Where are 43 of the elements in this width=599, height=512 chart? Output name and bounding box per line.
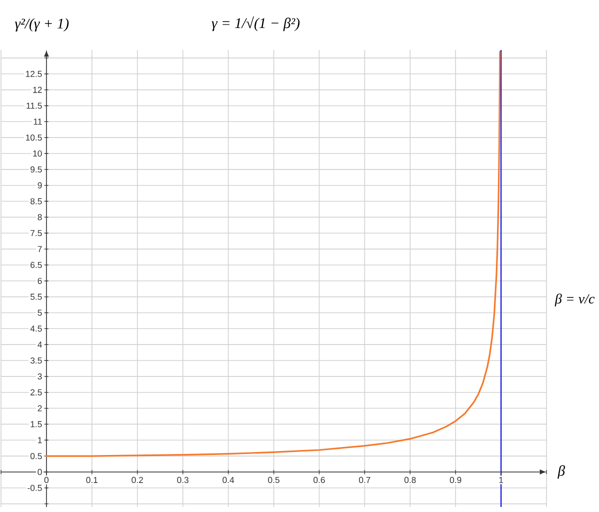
y-tick-label: 0	[38, 468, 42, 476]
y-tick-label: 5.5	[30, 294, 42, 300]
text: β = v/c	[554, 294, 595, 306]
y-tick-label: 9	[38, 182, 42, 188]
y-tick-label: 12	[33, 86, 42, 93]
x-tick-label: 0.1	[86, 476, 98, 484]
y-tick-label: 3	[38, 373, 42, 380]
x-tick-label: 0.4	[222, 476, 234, 484]
y-tick-label: 1	[38, 437, 42, 444]
x-tick-label: 0.5	[268, 476, 280, 484]
y-tick-label: 2.5	[30, 389, 42, 396]
y-tick-label: 1.5	[30, 421, 42, 428]
y-tick-label: 11.5	[26, 102, 42, 109]
y-tick-label: 5	[38, 310, 42, 316]
x-axis-title: β	[558, 465, 566, 479]
chart-title: γ = 1/√(1 − β²)	[212, 16, 300, 32]
y-tick-label: 7.5	[30, 230, 42, 236]
y-tick-label: 3.5	[30, 357, 42, 364]
y-tick-label: 12.5	[26, 70, 42, 77]
x-tick-label: 0	[44, 476, 49, 484]
y-tick-label: -0.5	[28, 484, 42, 491]
y-tick-label: 9.5	[30, 166, 42, 172]
y-tick-label: 7	[38, 246, 42, 252]
y-tick-label: 4	[38, 342, 42, 348]
y-tick-label: 10	[33, 150, 42, 157]
y-tick-label: 4.5	[30, 326, 42, 332]
x-tick-label: 0.2	[132, 476, 143, 484]
x-tick-label: 1	[499, 476, 504, 483]
x-tick-label: 0.3	[177, 476, 188, 484]
y-tick-label: 6	[38, 278, 42, 284]
y-tick-label: 10.5	[26, 134, 42, 141]
y-tick-label: 0.5	[30, 452, 42, 460]
line-series	[46, 50, 501, 457]
y-tick-label: 2	[38, 405, 42, 412]
y-tick-label: 11	[34, 118, 42, 125]
y-tick-label: 8.5	[30, 198, 42, 204]
y-tick-label: 6.5	[30, 262, 42, 268]
y-axis-title: γ²/(γ + 1)	[15, 18, 69, 32]
x-tick-label: 0.9	[450, 476, 462, 484]
x-tick-label: 0.8	[404, 476, 416, 484]
x-tick-label: 0.6	[314, 476, 325, 484]
y-tick-label: 8	[38, 214, 42, 220]
x-tick-label: 0.7	[358, 476, 370, 484]
